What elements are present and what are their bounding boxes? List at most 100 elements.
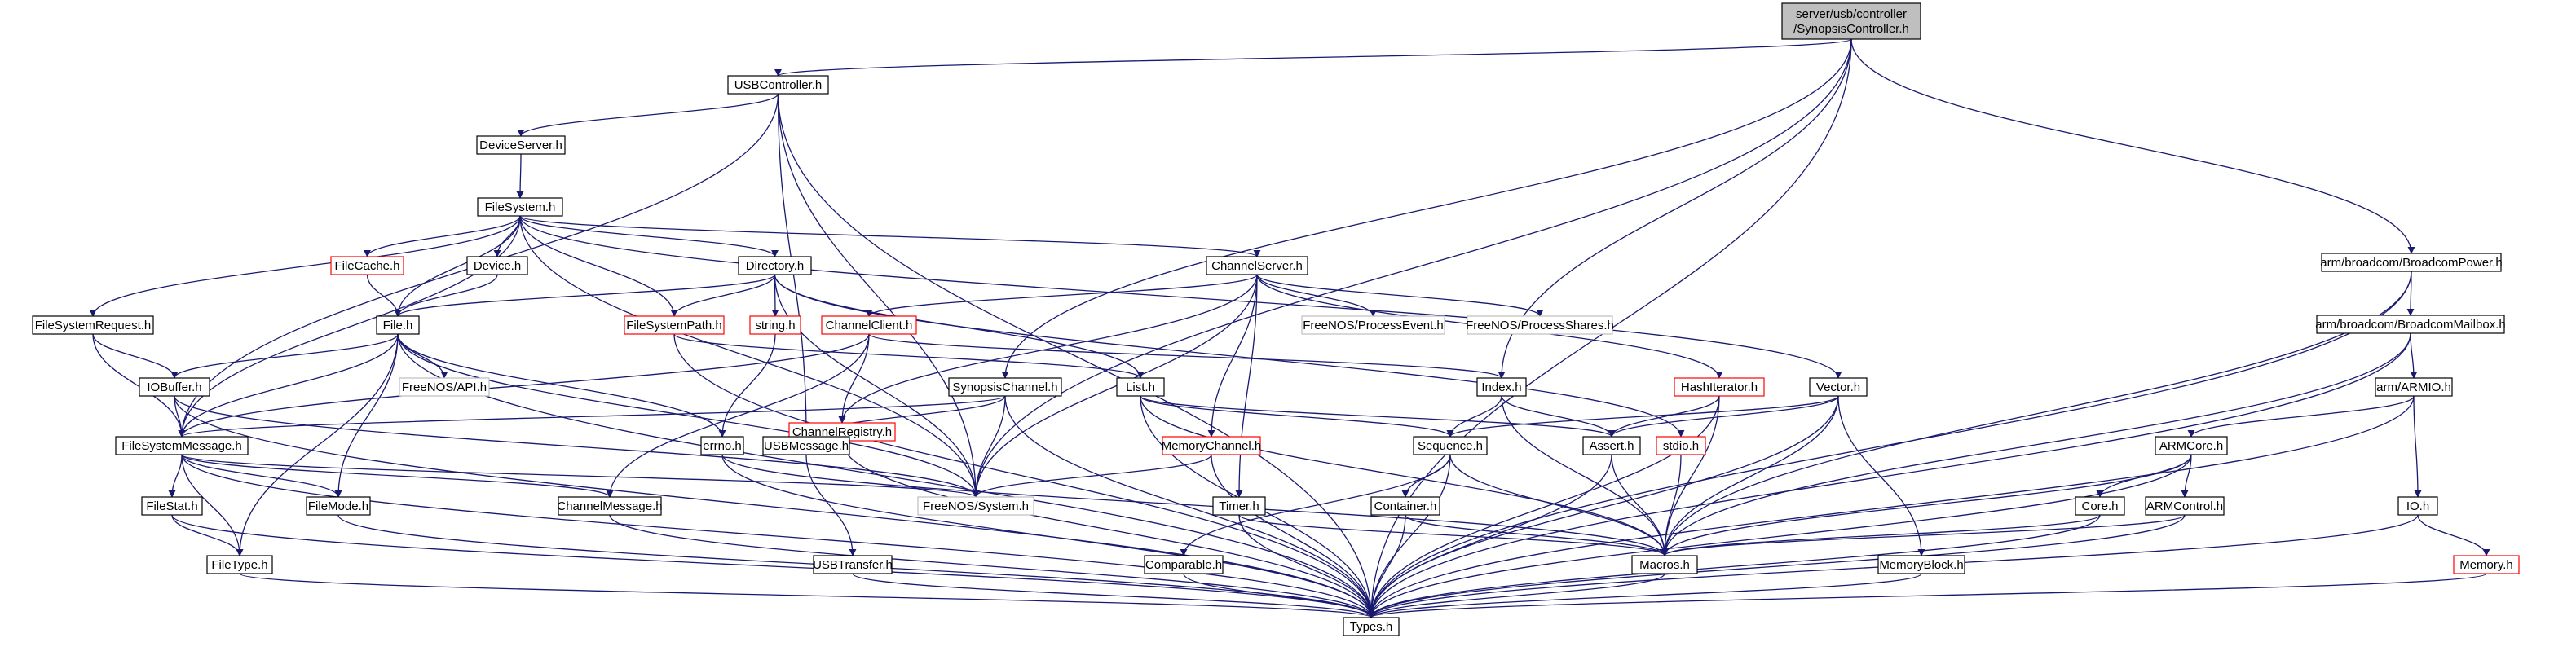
node-filetype[interactable]: FileType.h xyxy=(206,555,273,574)
node-synopsischannel[interactable]: SynopsisChannel.h xyxy=(948,377,1062,397)
node-types[interactable]: Types.h xyxy=(1343,617,1400,636)
node-io[interactable]: IO.h xyxy=(2397,496,2438,516)
edge-armcore-to-armcontrol xyxy=(2181,454,2192,498)
node-label: Core.h xyxy=(2081,499,2118,513)
node-channelmessage[interactable]: ChannelMessage.h xyxy=(557,496,663,516)
node-processevent[interactable]: FreeNOS/ProcessEvent.h xyxy=(1301,315,1445,335)
edge-file-to-types xyxy=(397,333,1375,618)
node-box xyxy=(1781,2,1921,40)
node-label: USBTransfer.h xyxy=(813,558,893,572)
node-iobuffer[interactable]: IOBuffer.h xyxy=(139,377,210,397)
edge-synopsischannel-to-fsmessage xyxy=(178,395,1006,438)
node-errno[interactable]: errno.h xyxy=(700,436,744,455)
edge-channelserver-to-timer xyxy=(1235,274,1258,498)
edge-container-to-types xyxy=(1367,514,1406,618)
node-usbmessage[interactable]: USBMessage.h xyxy=(762,436,850,455)
node-box xyxy=(1631,555,1698,574)
node-usbtransfer[interactable]: USBTransfer.h xyxy=(813,555,893,574)
edge-usbcontroller-to-types xyxy=(777,93,1375,618)
node-box xyxy=(2155,436,2228,455)
node-label: FileSystemMessage.h xyxy=(121,439,242,453)
edge-bcmpower-to-macros xyxy=(1661,271,2412,556)
node-device[interactable]: Device.h xyxy=(466,256,528,275)
node-api[interactable]: FreeNOS/API.h xyxy=(399,377,490,397)
node-box xyxy=(477,197,563,217)
node-label: FreeNOS/ProcessShares.h xyxy=(1466,319,1614,332)
node-label: stdio.h xyxy=(1663,439,1699,453)
edge-filesystem-to-vector xyxy=(519,215,1842,379)
node-root[interactable]: server/usb/controller/SynopsisController… xyxy=(1781,2,1921,40)
node-memoryblock[interactable]: MemoryBlock.h xyxy=(1877,555,1965,574)
node-label: Index.h xyxy=(1481,380,1521,394)
node-bcmmailbox[interactable]: arm/broadcom/BroadcomMailbox.h xyxy=(2315,315,2506,334)
node-box xyxy=(700,436,744,455)
node-box xyxy=(306,496,371,516)
edge-file-to-iobuffer xyxy=(170,333,399,379)
node-sequence[interactable]: Sequence.h xyxy=(1413,436,1488,455)
node-list[interactable]: List.h xyxy=(1116,377,1165,397)
node-filestat[interactable]: FileStat.h xyxy=(141,496,203,516)
node-fsmessage[interactable]: FileSystemMessage.h xyxy=(115,436,249,455)
node-box xyxy=(32,315,154,335)
edge-list-to-macros xyxy=(1140,395,1669,556)
node-file[interactable]: File.h xyxy=(376,315,420,335)
node-channelserver[interactable]: ChannelServer.h xyxy=(1206,256,1308,275)
edge-usbmessage-to-usbtransfer xyxy=(805,454,857,556)
node-usbcontroller[interactable]: USBController.h xyxy=(727,75,829,95)
node-hashiterator[interactable]: HashIterator.h xyxy=(1674,377,1765,397)
node-label: List.h xyxy=(1126,380,1155,394)
edge-fspath-to-list xyxy=(673,333,1145,379)
edge-stdio-to-macros xyxy=(1661,454,1682,556)
node-label: arm/ARMIO.h xyxy=(2376,380,2451,394)
node-filesystem[interactable]: FileSystem.h xyxy=(477,197,563,217)
node-macros[interactable]: Macros.h xyxy=(1631,555,1698,574)
edge-index-to-macros xyxy=(1501,395,1669,556)
edge-armcontrol-to-types xyxy=(1367,514,2186,618)
edge-armio-to-io xyxy=(2413,395,2422,498)
node-string[interactable]: string.h xyxy=(749,315,801,335)
node-label: ChannelClient.h xyxy=(826,319,913,332)
node-index[interactable]: Index.h xyxy=(1476,377,1527,397)
edge-file-to-filemode xyxy=(334,333,399,498)
node-box xyxy=(1370,496,1440,516)
node-stdio[interactable]: stdio.h xyxy=(1656,436,1706,455)
node-armcore[interactable]: ARMCore.h xyxy=(2155,436,2228,455)
node-timer[interactable]: Timer.h xyxy=(1212,496,1266,516)
node-fspath[interactable]: FileSystemPath.h xyxy=(624,315,725,335)
edge-timer-to-types xyxy=(1238,514,1375,618)
edge-root-to-bcmpower xyxy=(1850,38,2415,254)
node-channelclient[interactable]: ChannelClient.h xyxy=(821,315,917,335)
node-box xyxy=(727,75,829,95)
edge-channelmessage-to-types xyxy=(609,514,1375,618)
node-filecache[interactable]: FileCache.h xyxy=(330,256,404,275)
node-core[interactable]: Core.h xyxy=(2075,496,2125,516)
node-label: FileStat.h xyxy=(146,499,197,513)
node-memorychannel[interactable]: MemoryChannel.h xyxy=(1162,436,1262,455)
node-fsrequest[interactable]: FileSystemRequest.h xyxy=(32,315,154,335)
edge-file-to-api xyxy=(397,333,448,379)
node-deviceserver[interactable]: DeviceServer.h xyxy=(476,135,566,155)
node-container[interactable]: Container.h xyxy=(1370,496,1440,516)
node-label: FileType.h xyxy=(211,558,267,572)
node-box xyxy=(558,496,662,516)
edge-hashiterator-to-types xyxy=(1367,395,1720,618)
node-system[interactable]: FreeNOS/System.h xyxy=(917,496,1034,516)
edge-vector-to-sequence xyxy=(1446,395,1839,438)
node-processshares[interactable]: FreeNOS/ProcessShares.h xyxy=(1466,315,1614,335)
node-assert[interactable]: Assert.h xyxy=(1582,436,1641,455)
node-armcontrol[interactable]: ARMControl.h xyxy=(2145,496,2225,516)
edge-bcmmailbox-to-armio xyxy=(2410,332,2418,379)
node-vector[interactable]: Vector.h xyxy=(1809,377,1868,397)
node-label: MemoryBlock.h xyxy=(1879,558,1963,572)
edge-channelregistry-to-types xyxy=(841,440,1375,618)
node-armio[interactable]: arm/ARMIO.h xyxy=(2375,377,2453,397)
edge-timer-to-macros xyxy=(1238,514,1669,556)
node-comparable[interactable]: Comparable.h xyxy=(1144,555,1224,574)
node-filemode[interactable]: FileMode.h xyxy=(306,496,371,516)
node-memory[interactable]: Memory.h xyxy=(2453,555,2520,574)
node-bcmpower[interactable]: arm/broadcom/BroadcomPower.h xyxy=(2320,253,2503,272)
node-label: Vector.h xyxy=(1816,380,1860,394)
node-box xyxy=(762,436,850,455)
node-box xyxy=(476,135,566,155)
node-directory[interactable]: Directory.h xyxy=(738,256,812,275)
